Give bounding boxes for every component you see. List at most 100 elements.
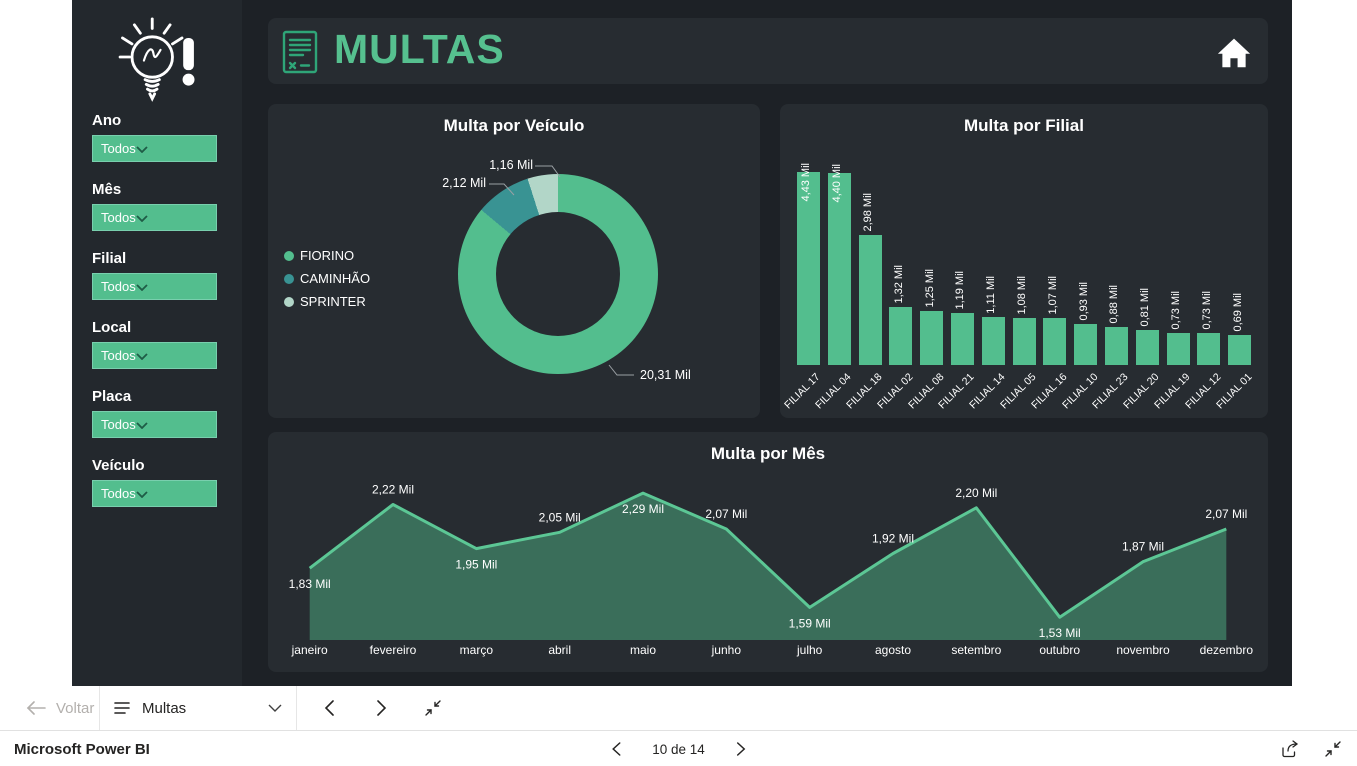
lightbulb-logo-icon: [92, 4, 222, 110]
filter-sidebar: Ano Todos Mês Todos Filial Todos Local Todos Pla…: [72, 0, 242, 686]
filter-select-local[interactable]: Todos: [92, 342, 217, 369]
bar-value-label: 0,73 Mil: [1200, 291, 1213, 330]
bar[interactable]: [1074, 324, 1098, 365]
area-value-label: 1,59 Mil: [789, 616, 831, 630]
area-value-label: 1,83 Mil: [289, 577, 331, 591]
bar[interactable]: [920, 311, 944, 365]
donut-chart[interactable]: [458, 174, 658, 374]
area-month-label: janeiro: [291, 643, 328, 657]
filter-veiculo: Veículo Todos: [92, 457, 222, 507]
bar-value-label: 1,32 Mil: [892, 265, 905, 304]
area-chart[interactable]: 1,83 Mil janeiro 2,22 Mil fevereiro 1,95 Mil…: [268, 432, 1268, 672]
filter-value: Todos: [101, 210, 136, 225]
filter-select-veiculo[interactable]: Todos: [92, 480, 217, 507]
area-value-label: 1,53 Mil: [1039, 626, 1081, 640]
filter-label: Mês: [92, 181, 122, 198]
page-selector-label: Multas: [142, 699, 187, 717]
filter-select-mes[interactable]: Todos: [92, 204, 217, 231]
area-value-label: 1,92 Mil: [872, 532, 914, 546]
legend-item-sprinter[interactable]: SPRINTER: [284, 290, 370, 313]
bar[interactable]: [1135, 330, 1159, 365]
area-fill: [309, 493, 1227, 640]
area-month-label: agosto: [875, 643, 911, 657]
area-line: [308, 491, 1227, 619]
filter-label: Veículo: [92, 457, 145, 474]
bar[interactable]: [1166, 333, 1190, 365]
bar[interactable]: [1228, 335, 1252, 365]
bar[interactable]: [1043, 318, 1067, 365]
area-month-label: maio: [630, 643, 656, 657]
area-month-label: março: [460, 643, 494, 657]
area-value-label: 1,87 Mil: [1122, 540, 1164, 554]
chevron-down-icon: [136, 347, 148, 365]
filter-label: Placa: [92, 388, 132, 405]
collapse-icon[interactable]: [1325, 741, 1341, 757]
powerbi-status-bar: Microsoft Power BI 10 de 14: [0, 732, 1357, 766]
area-month-label: setembro: [951, 643, 1001, 657]
back-label: Voltar: [56, 699, 95, 717]
pagination-prev-icon[interactable]: [604, 737, 628, 761]
home-button[interactable]: [1214, 32, 1254, 72]
area-month-label: junho: [711, 643, 742, 657]
area-value-label: 2,22 Mil: [372, 483, 414, 497]
area-month-label: dezembro: [1200, 643, 1254, 657]
filter-label: Ano: [92, 112, 122, 129]
bar-value-label: 1,07 Mil: [1046, 276, 1059, 315]
back-arrow-icon: [26, 701, 46, 715]
chevron-down-icon: [136, 209, 148, 227]
legend-item-caminhão[interactable]: CAMINHÃO: [284, 267, 370, 290]
share-icon[interactable]: [1281, 740, 1299, 758]
nav-arrows: [297, 686, 449, 730]
pagination-next-icon[interactable]: [729, 737, 753, 761]
filter-select-filial[interactable]: Todos: [92, 273, 217, 300]
bar-value-label: 0,93 Mil: [1077, 282, 1090, 321]
brand-label: Microsoft Power BI: [14, 740, 150, 758]
bar[interactable]: [950, 313, 974, 365]
legend-dot-icon: [284, 296, 294, 307]
status-actions: [1281, 740, 1341, 758]
filter-value: Todos: [101, 348, 136, 363]
report-nav-bar: Voltar Multas: [0, 686, 1357, 731]
bar[interactable]: [827, 173, 851, 365]
legend-item-fiorino[interactable]: FIORINO: [284, 244, 370, 267]
page-selector[interactable]: Multas: [100, 686, 297, 730]
bar[interactable]: [1104, 327, 1128, 365]
chart-multa-por-filial: Multa por Filial 4,43 Mil FILIAL 17 4,40 M…: [780, 104, 1268, 418]
area-month-label: outubro: [1039, 643, 1080, 657]
area-value-label: 2,05 Mil: [539, 510, 581, 524]
prev-page-button[interactable]: [313, 692, 345, 724]
donut-legend: FIORINO CAMINHÃO SPRINTER: [284, 244, 370, 313]
hamburger-icon: [114, 702, 130, 714]
bar[interactable]: [1012, 318, 1036, 365]
next-page-button[interactable]: [365, 692, 397, 724]
area-value-label: 2,20 Mil: [955, 486, 997, 500]
bar[interactable]: [981, 317, 1005, 365]
legend-label: FIORINO: [300, 248, 355, 263]
collapse-icon[interactable]: [417, 692, 449, 724]
bar-value-label: 1,19 Mil: [954, 271, 967, 310]
area-value-label: 1,95 Mil: [455, 558, 497, 572]
bar-value-label: 1,11 Mil: [985, 276, 998, 314]
bar[interactable]: [858, 235, 882, 365]
legend-dot-icon: [284, 250, 294, 261]
filter-mes: Mês Todos: [92, 181, 222, 231]
area-month-label: fevereiro: [370, 643, 417, 657]
bar[interactable]: [889, 307, 913, 365]
filter-select-placa[interactable]: Todos: [92, 411, 217, 438]
bar-value-label: 0,69 Mil: [1231, 293, 1244, 332]
bar[interactable]: [796, 172, 820, 365]
filter-select-ano[interactable]: Todos: [92, 135, 217, 162]
filter-filial: Filial Todos: [92, 250, 222, 300]
bar-value-label: 0,73 Mil: [1170, 291, 1182, 330]
bar[interactable]: [1197, 333, 1221, 365]
area-month-label: novembro: [1116, 643, 1170, 657]
filter-local: Local Todos: [92, 319, 222, 369]
bar-value-label: 1,25 Mil: [923, 269, 936, 308]
donut-label-caminhao: 2,12 Mil: [442, 176, 486, 190]
report-canvas: Ano Todos Mês Todos Filial Todos Local Todos Pla…: [72, 0, 1292, 686]
bar-value-label: 0,88 Mil: [1108, 285, 1121, 324]
back-button[interactable]: Voltar: [0, 686, 100, 730]
chevron-down-icon: [136, 278, 148, 296]
chart-title: Multa por Mês: [710, 444, 826, 463]
fine-document-icon: [282, 30, 318, 79]
